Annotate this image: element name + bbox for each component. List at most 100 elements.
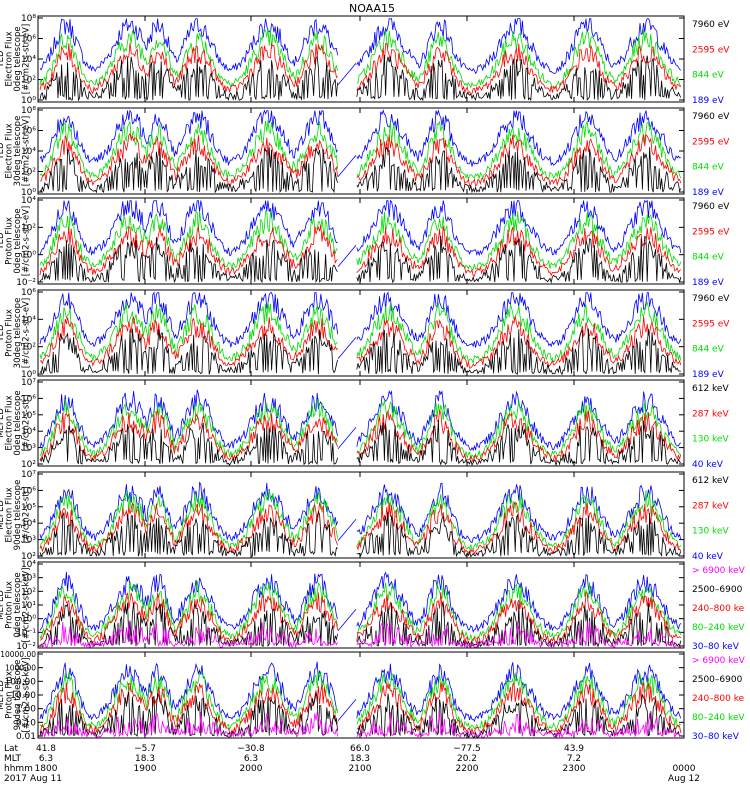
gap-connector <box>337 609 357 632</box>
y-axis-label: MEPEDProton Flux0deg telescope[#/cm2-s-s… <box>0 568 32 643</box>
legend-entry: 240–800 ke <box>692 604 745 614</box>
series-2-trace <box>39 120 682 181</box>
legend-entry: 2500–6900 <box>692 585 743 595</box>
legend-entry: > 6900 keV <box>692 566 746 576</box>
chart-title: NOAA15 <box>349 2 395 15</box>
y-axis-label-line: TED <box>0 50 6 69</box>
y-tick-label: 10⁴ <box>21 196 36 206</box>
series-3-trace <box>39 42 681 95</box>
series-3-trace <box>39 316 682 369</box>
y-tick-label: 10² <box>21 343 36 353</box>
panel-8: 0.010.101.0010.00100.001000.0010000.00ME… <box>0 650 746 742</box>
series-1-trace <box>39 18 682 75</box>
footer-lat-value: 43.9 <box>564 744 584 754</box>
y-tick-label: 10⁵ <box>21 503 36 513</box>
y-tick-label: 10⁰ <box>21 615 36 625</box>
footer-mlt-value: 7.2 <box>567 754 581 764</box>
series-1-trace <box>39 571 682 633</box>
y-axis-label-line: 0deg telescope <box>13 390 23 455</box>
y-tick-label: 100.00 <box>5 677 37 687</box>
legend-entry: 2595 eV <box>692 137 730 147</box>
legend-entry: 189 eV <box>692 278 725 288</box>
y-tick-label: 10⁶ <box>21 35 36 45</box>
series-2-trace <box>39 210 682 270</box>
footer-hhmm-value: 1900 <box>134 764 157 774</box>
y-tick-label: 10⁶ <box>21 127 36 137</box>
y-tick-label: 10² <box>21 460 36 470</box>
gap-connector <box>337 155 357 178</box>
y-tick-label: 10⁻² <box>16 642 36 652</box>
y-tick-label: 10² <box>21 552 36 562</box>
gap-connector <box>337 519 357 542</box>
footer-lat-value: −30.8 <box>237 744 265 754</box>
series-1-trace <box>39 109 681 167</box>
legend-entry: 240–800 ke <box>692 694 745 704</box>
y-axis-label-line: [#/cm2-s-str-keV] <box>22 658 32 733</box>
y-tick-label: 10³ <box>21 444 36 454</box>
y-axis-label: MEPEDProton Flux90deg telescope[#/cm2-s-… <box>0 658 32 733</box>
y-tick-label: 10⁰ <box>21 251 36 261</box>
y-axis-label-line: 30deg telescope <box>13 116 23 187</box>
footer-mlt-value: 18.3 <box>135 754 155 764</box>
legend-entry: 2595 eV <box>692 319 730 329</box>
footer-hhmm-value: 2100 <box>349 764 372 774</box>
footer-date-value: Aug 11 <box>30 774 62 784</box>
legend-entry: 40 keV <box>692 552 724 562</box>
series-1-trace <box>39 661 682 723</box>
legend-entry: 612 keV <box>692 476 729 486</box>
y-tick-label: 10² <box>21 168 36 178</box>
legend-entry: 7960 eV <box>692 294 730 304</box>
y-axis-label-line: 30deg telescope <box>13 298 23 369</box>
y-tick-label: 10² <box>21 587 36 597</box>
y-axis-label: TEDProton Flux30deg telescope[#/cm2-s-st… <box>0 298 32 369</box>
y-tick-label: 0.10 <box>16 718 36 728</box>
series-2-trace <box>39 490 682 550</box>
series-3-trace <box>39 225 682 277</box>
y-axis-label-line: MEPED <box>0 408 6 438</box>
series-2-trace <box>39 300 682 365</box>
y-tick-label: 10⁻² <box>16 278 36 288</box>
series-2-trace <box>39 580 682 642</box>
y-tick-label: 10² <box>21 76 36 86</box>
y-axis-label-line: Electron Flux <box>5 123 15 178</box>
y-axis-label-line: [#/cm2-s-str-eV] <box>22 298 32 368</box>
y-tick-label: 10² <box>21 223 36 233</box>
y-tick-label: 0.01 <box>16 732 36 742</box>
legend-entry: 189 eV <box>692 370 725 380</box>
y-axis-label-line: MEPED <box>0 680 6 710</box>
y-axis-label-line: 0deg telescope <box>13 208 23 273</box>
y-axis-label: MEPEDElectron Flux90deg telescope[#/cm2-… <box>0 480 32 551</box>
y-tick-label: 10³ <box>21 574 36 584</box>
y-axis-label-line: [#/cm2-s-str] <box>22 487 32 544</box>
footer-hhmm-value: 2200 <box>456 764 479 774</box>
y-axis-label-line: MEPED <box>0 500 6 530</box>
y-axis-label: TEDElectron Flux0deg telescope[#/cm2-s-s… <box>0 24 32 94</box>
y-tick-label: 10¹ <box>21 601 36 611</box>
series-5-trace <box>39 620 681 649</box>
legend-entry: 844 eV <box>692 253 725 263</box>
legend-entry: 130 keV <box>692 435 729 445</box>
y-axis-label-line: [#/cm2-s-str] <box>22 395 32 452</box>
footer-mlt-value: 6.3 <box>244 754 258 764</box>
y-tick-label: 10⁶ <box>21 394 36 404</box>
footer-hhmm-value: 2300 <box>563 764 586 774</box>
footer-row-label: 2017 <box>4 774 27 784</box>
y-tick-label: 1000.00 <box>5 664 36 673</box>
series-4-trace <box>39 328 681 376</box>
y-tick-label: 10⁷ <box>21 378 36 388</box>
legend-entry: 30–80 keV <box>692 642 740 652</box>
legend-entry: 612 keV <box>692 384 729 394</box>
y-axis-label-line: MEPED <box>0 590 6 620</box>
y-tick-label: 10⁷ <box>21 470 36 480</box>
footer-mlt-value: 18.3 <box>350 754 370 764</box>
footer-mlt-value: 20.2 <box>457 754 477 764</box>
y-tick-label: 10⁴ <box>21 315 36 325</box>
y-tick-label: 10⁴ <box>21 560 36 570</box>
y-axis-label-line: TED <box>0 324 6 343</box>
